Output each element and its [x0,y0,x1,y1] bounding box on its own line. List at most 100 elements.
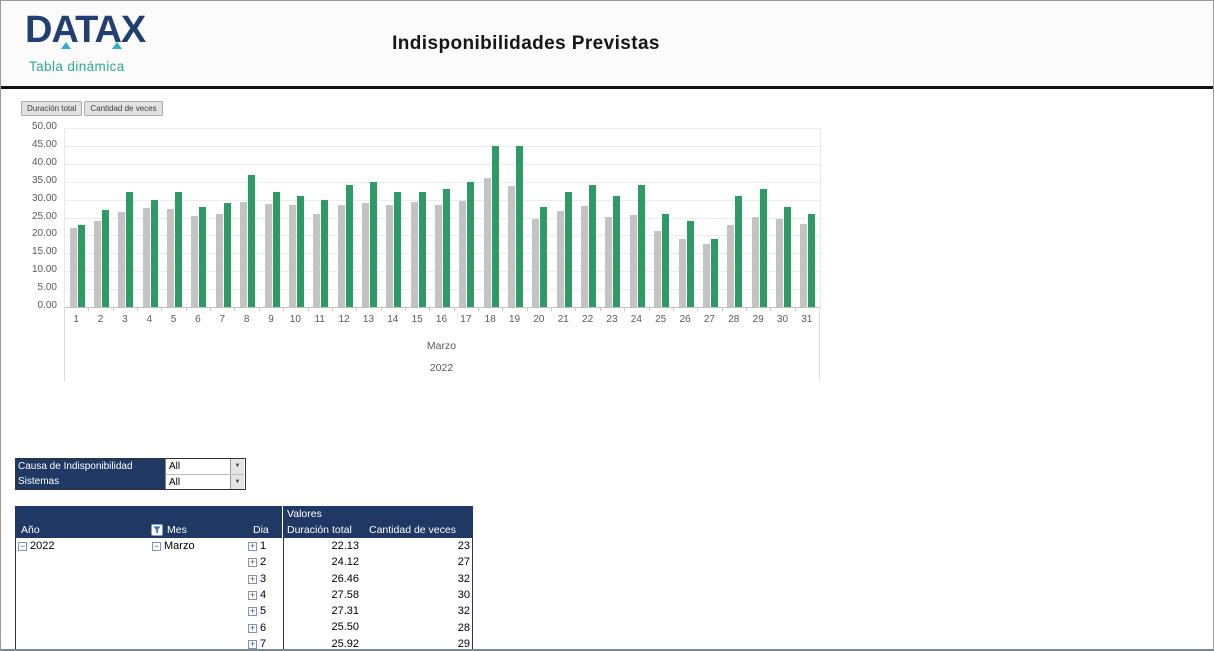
chevron-down-icon[interactable]: ▼ [230,459,244,474]
sistemas-dropdown[interactable]: All ▼ [165,474,244,489]
cell-cantidad-de-veces: 23 [457,540,470,553]
x-axis-tick-label: 15 [411,314,423,325]
x-axis-tick-label: 26 [679,314,691,325]
axis-tick-mark [258,307,260,311]
gridline [65,199,820,201]
x-axis-tick-label: 20 [533,314,545,325]
expand-icon[interactable]: + [248,622,257,633]
duracion-bar-3 [118,212,126,307]
gridline [65,235,820,237]
duracion-bar-18 [483,178,491,307]
gridline [65,217,820,219]
cell-dia: +1 [248,540,267,553]
axis-tick-mark [624,307,626,311]
cantidad-bar-16 [442,188,450,307]
expand-icon[interactable]: + [248,606,257,617]
x-axis-year-label: 2022 [429,362,454,374]
gridline [65,163,820,165]
x-axis-tick-label: 9 [268,314,274,325]
cell-dia: +5 [248,605,267,618]
cantidad-bar-24 [637,185,645,307]
field-button-cantidad-de-veces[interactable]: Cantidad de veces [84,101,163,116]
x-axis-month-label: Marzo [426,340,457,352]
y-axis-tick-label: 40.00 [31,156,57,168]
collapse-icon[interactable]: − [18,541,27,552]
bar-group-day-11 [309,128,333,307]
duracion-bar-6 [191,215,199,307]
x-axis-tick-label: 13 [362,314,374,325]
sistemas-dropdown-value: All [169,477,181,488]
cell-cantidad-de-veces: 32 [457,572,470,585]
cell-cantidad-de-veces: 27 [457,556,470,569]
expand-icon[interactable]: + [248,573,257,584]
cell-duracion-total: 26.46 [283,570,366,587]
bar-group-day-29 [747,128,771,307]
collapse-icon[interactable]: − [152,541,161,552]
cantidad-bar-26 [686,221,694,307]
gridline [65,289,820,291]
axis-tick-mark [161,307,163,311]
table-row: +2 24.12 27 [16,554,472,571]
plot-area [64,128,821,308]
y-axis-tick-label: 10.00 [31,264,57,276]
expand-icon[interactable]: + [248,590,257,601]
x-axis-tick-label: 11 [314,314,325,325]
field-button-duracion-total[interactable]: Duración total [21,101,83,116]
axis-tick-mark [770,307,772,311]
filter-label-sistemas: Sistemas [16,474,165,489]
bar-group-day-2 [89,128,113,307]
table-row: +6 25.50 28 [16,619,472,636]
filter-label-causa: Causa de Indisponibilidad [16,459,165,474]
cell-duracion-total: 27.58 [283,586,366,604]
axis-tick-mark [697,307,699,311]
x-axis-tick-label: 22 [582,314,594,325]
cantidad-bar-3 [126,192,134,307]
bar-group-day-10 [284,128,308,307]
axis-tick-mark [819,307,820,381]
cantidad-bar-29 [759,188,767,307]
cell-dia: +3 [248,572,267,585]
duracion-bar-8 [240,201,248,307]
bar-group-day-4 [138,128,162,307]
bar-group-day-31 [796,128,820,307]
y-axis-tick-label: 5.00 [37,282,57,294]
axis-tick-mark [794,307,796,311]
x-axis-tick-label: 10 [289,314,301,325]
x-axis-tick-label: 18 [484,314,496,325]
duracion-bar-12 [337,204,345,307]
x-axis-tick-label: 1 [73,314,79,325]
expand-icon[interactable]: + [248,638,257,649]
x-axis-tick-label: 3 [122,314,128,325]
pivot-table-header: Valores Año Mes Dia Duración total Canti… [15,506,473,538]
duracion-bar-10 [288,205,296,307]
logo-accent-triangle [61,42,71,49]
gridline [65,271,820,273]
causa-dropdown[interactable]: All ▼ [165,459,244,474]
gridline [65,253,820,255]
header-column-separator [282,506,283,538]
duracion-bar-15 [410,202,418,307]
cell-dia: +7 [248,637,267,650]
axis-tick-mark [526,307,528,311]
cantidad-bar-21 [564,192,572,307]
chart-field-buttons: Duración total Cantidad de veces [21,101,163,116]
filter-funnel-icon[interactable] [151,524,163,536]
bar-group-day-16 [430,128,454,307]
column-header-mes: Mes [167,524,187,536]
duracion-bar-7 [215,214,223,307]
cantidad-bar-27 [710,238,718,307]
cantidad-bar-4 [150,199,158,307]
y-axis-tick-label: 30.00 [31,192,57,204]
x-axis-tick-label: 6 [195,314,201,325]
column-header-cantidad-de-veces: Cantidad de veces [369,524,456,536]
axis-tick-mark [478,307,480,311]
expand-icon[interactable]: + [248,541,257,552]
bar-group-day-17 [455,128,479,307]
bar-group-day-9 [260,128,284,307]
expand-icon[interactable]: + [248,557,257,568]
bar-group-day-21 [552,128,576,307]
bar-group-day-20 [528,128,552,307]
cantidad-bar-30 [783,206,791,307]
chevron-down-icon[interactable]: ▼ [230,475,244,489]
cell-duracion-total: 22.13 [283,538,366,555]
